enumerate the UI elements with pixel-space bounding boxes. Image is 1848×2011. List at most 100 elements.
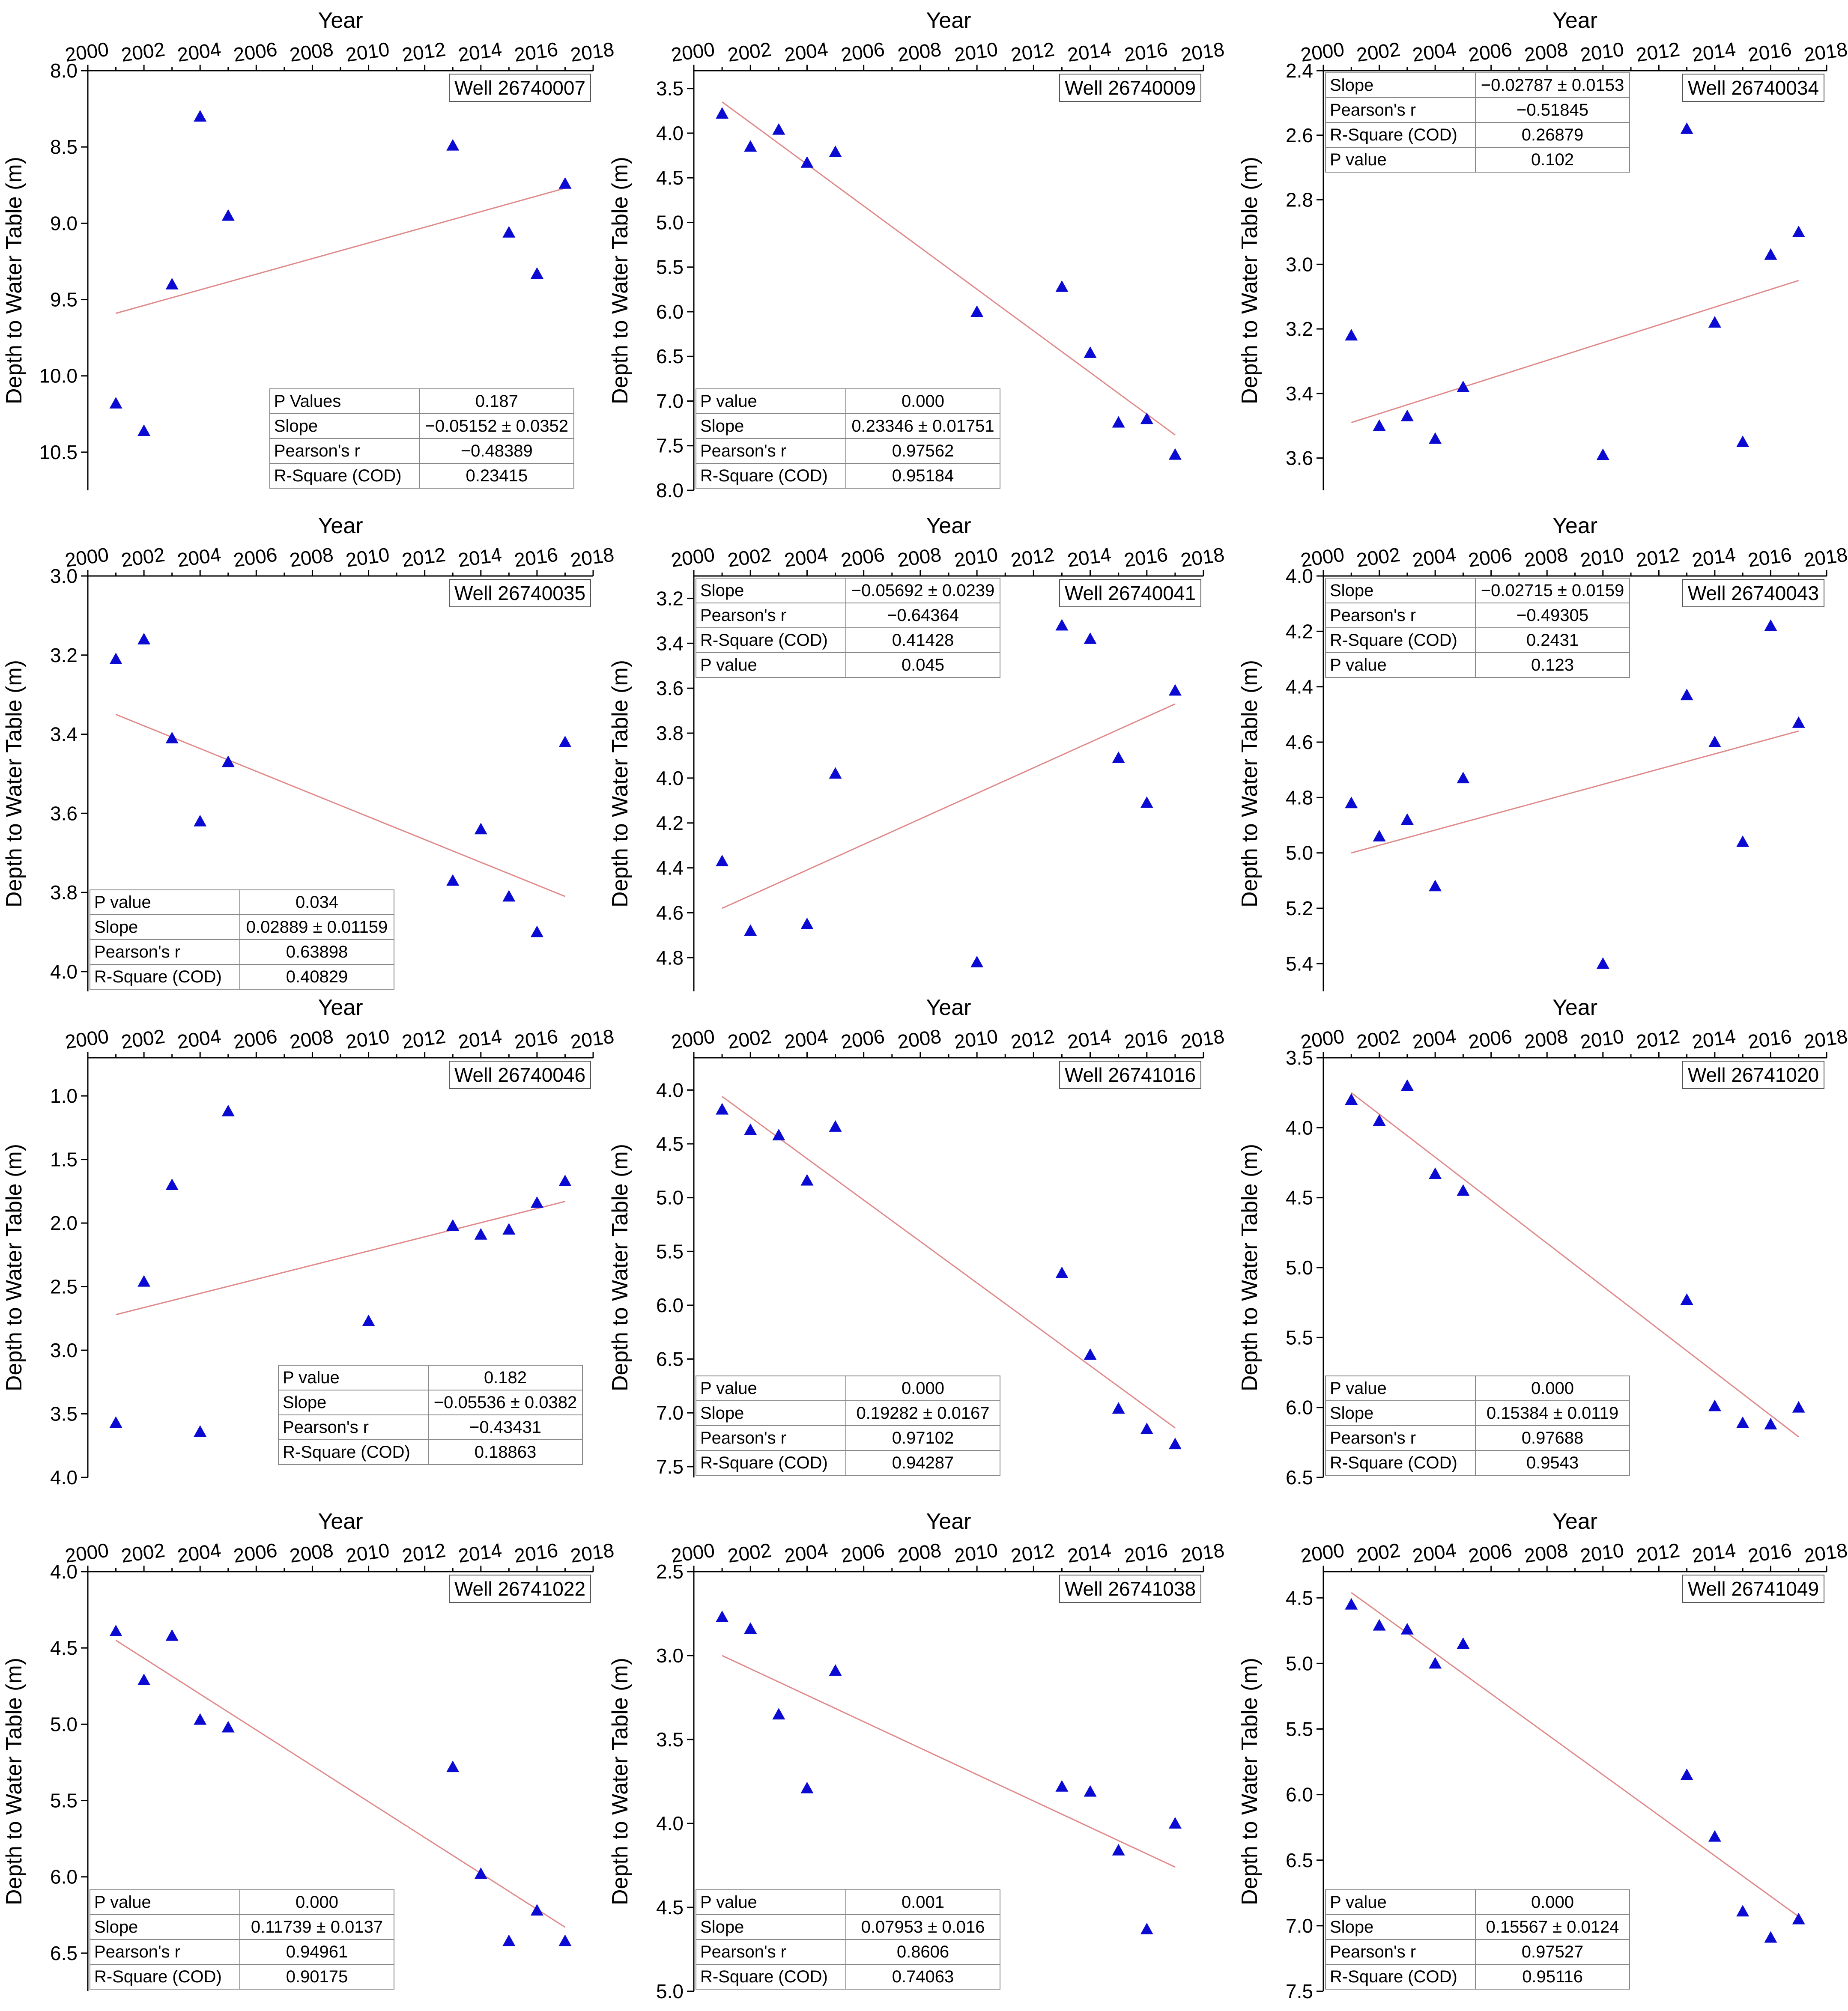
- y-tick-label: 3.0: [656, 1644, 684, 1667]
- data-point: [1708, 1399, 1721, 1411]
- y-tick-label: 6.5: [50, 1942, 78, 1964]
- linear-fit-line: [1351, 730, 1799, 854]
- y-tick-label: 3.8: [656, 722, 684, 744]
- y-tick-label: 1.5: [50, 1149, 78, 1171]
- data-point: [1764, 248, 1777, 260]
- x-tick-label: 2012: [400, 1539, 447, 1567]
- stats-table: P value 0.000 Slope 0.11739 ± 0.0137 Pearson…: [90, 1889, 394, 1990]
- stats-value: 0.90175: [286, 1967, 348, 1986]
- data-point: [772, 1708, 785, 1720]
- x-tick-label: 2018: [569, 1025, 615, 1053]
- stats-value: 0.123: [1531, 656, 1574, 674]
- stats-label: Pearson's r: [1330, 1429, 1416, 1447]
- x-tick-label: 2014: [457, 1539, 503, 1567]
- panel-4: 2000 2002 2004 2006 2008 2010 2012 2014 2016 2018…: [2, 513, 615, 991]
- stats-label: Pearson's r: [274, 442, 360, 460]
- data-point: [1596, 448, 1609, 460]
- y-tick-label: 7.5: [656, 1456, 684, 1478]
- data-point: [1680, 1768, 1693, 1780]
- data-point: [1112, 1402, 1125, 1414]
- data-point: [1429, 1657, 1442, 1669]
- stats-value: 0.000: [1531, 1379, 1574, 1398]
- data-point: [446, 139, 460, 151]
- y-tick-label: 5.0: [1286, 1256, 1313, 1279]
- x-tick-label: 2012: [1635, 543, 1681, 571]
- x-tick-label: 2004: [176, 1025, 223, 1053]
- x-tick-label: 2004: [1411, 1025, 1458, 1053]
- data-point: [474, 1228, 487, 1240]
- data-point: [1168, 1438, 1182, 1450]
- data-point: [970, 955, 984, 967]
- data-point: [1792, 716, 1805, 728]
- data-point: [1168, 684, 1182, 696]
- x-tick-label: 2014: [1066, 543, 1113, 571]
- data-point: [1112, 1844, 1125, 1856]
- stats-label: Slope: [1330, 581, 1373, 600]
- stats-label: P value: [700, 392, 757, 411]
- y-axis-title: Depth to Water Table (m): [608, 157, 633, 404]
- stats-value: 0.74063: [892, 1967, 954, 1986]
- linear-fit-line: [722, 1096, 1176, 1429]
- y-tick-label: 4.2: [1286, 620, 1313, 642]
- stats-label: Pearson's r: [283, 1418, 369, 1437]
- data-point: [800, 1174, 814, 1186]
- x-tick-label: 2006: [232, 543, 279, 571]
- stats-value: 0.9543: [1526, 1453, 1579, 1472]
- data-point: [1055, 280, 1069, 292]
- linear-fit-line: [115, 1640, 566, 1928]
- linear-fit-line: [115, 713, 566, 897]
- data-point: [1084, 1785, 1097, 1797]
- stats-value: 0.8606: [897, 1942, 949, 1961]
- y-tick-label: 4.0: [1286, 1116, 1313, 1139]
- x-tick-label: 2018: [1179, 1025, 1226, 1053]
- y-tick-label: 4.5: [1286, 1587, 1313, 1609]
- y-tick-label: 3.4: [50, 723, 78, 746]
- x-tick-label: 2012: [400, 1025, 447, 1053]
- x-tick-label: 2012: [1009, 1539, 1056, 1567]
- x-tick-label: 2014: [1690, 543, 1737, 571]
- y-tick-label: 8.5: [50, 136, 78, 158]
- x-tick-label: 2008: [1523, 1025, 1570, 1053]
- x-tick-label: 2016: [1123, 38, 1169, 66]
- x-tick-label: 2004: [1411, 543, 1458, 571]
- x-tick-label: 2008: [896, 1025, 943, 1053]
- panel-2: 2000 2002 2004 2006 2008 2010 2012 2014 2016 2018…: [608, 8, 1226, 501]
- panel-6: 2000 2002 2004 2006 2008 2010 2012 2014 2016 2018…: [1237, 513, 1848, 991]
- data-point: [1055, 1266, 1069, 1278]
- y-tick-label: 4.5: [656, 1133, 684, 1155]
- y-axis-title: Depth to Water Table (m): [608, 1144, 633, 1391]
- y-tick-label: 2.5: [50, 1276, 78, 1298]
- x-tick-label: 2014: [1690, 1539, 1737, 1567]
- stats-value: 0.045: [902, 656, 944, 674]
- x-tick-label: 2002: [726, 543, 773, 571]
- stats-value: 0.15384 ± 0.0119: [1487, 1404, 1618, 1423]
- x-tick-label: 2018: [569, 543, 615, 571]
- data-point: [165, 731, 179, 743]
- y-tick-label: 5.0: [656, 1980, 684, 2002]
- data-point: [1429, 1167, 1442, 1179]
- linear-fit-line: [116, 1201, 565, 1316]
- x-tick-label: 2004: [783, 543, 830, 571]
- well-label: Well 26740034: [1688, 77, 1819, 99]
- well-label: Well 26741020: [1688, 1064, 1819, 1086]
- data-point: [800, 1781, 814, 1793]
- data-point: [474, 1867, 487, 1879]
- data-point: [137, 1275, 151, 1287]
- data-point: [829, 1120, 842, 1132]
- data-point: [446, 874, 460, 886]
- y-axis-title: Depth to Water Table (m): [1237, 660, 1262, 907]
- y-axis-title: Depth to Water Table (m): [2, 1144, 27, 1391]
- y-tick-label: 6.0: [50, 1866, 78, 1888]
- x-tick-label: 2018: [569, 1539, 615, 1567]
- x-tick-label: 2010: [953, 1539, 1000, 1567]
- stats-label: P value: [1330, 656, 1387, 674]
- data-point: [1345, 1598, 1358, 1610]
- data-point: [1084, 632, 1097, 644]
- stats-label: R-Square (COD): [283, 1443, 410, 1462]
- panel-12: 2000 2002 2004 2006 2008 2010 2012 2014 2016 2018…: [1237, 1509, 1848, 2002]
- x-tick-label: 2012: [400, 543, 447, 571]
- well-label-box: [1682, 1575, 1824, 1603]
- panel-5: 2000 2002 2004 2006 2008 2010 2012 2014 2016 2018…: [608, 513, 1226, 991]
- y-axis-title: Depth to Water Table (m): [2, 157, 27, 404]
- data-point: [446, 1760, 460, 1772]
